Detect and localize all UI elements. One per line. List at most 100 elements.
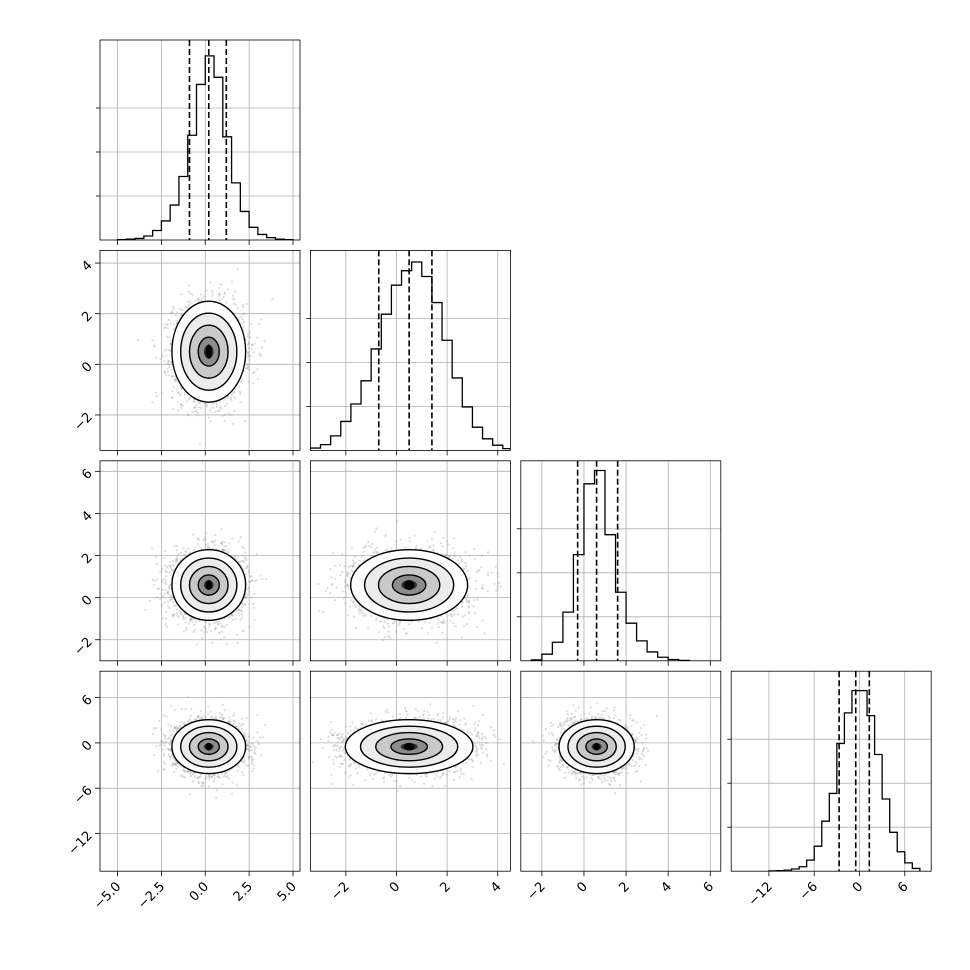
scatter-point xyxy=(175,559,178,562)
scatter-point xyxy=(193,400,196,403)
scatter-point xyxy=(221,624,224,628)
scatter-point xyxy=(160,392,163,395)
scatter-point xyxy=(171,600,174,604)
scatter-point xyxy=(181,547,185,550)
scatter-point xyxy=(165,348,168,351)
scatter-point xyxy=(169,598,173,601)
y-tick-label: −2 xyxy=(71,410,95,434)
scatter-point xyxy=(186,413,190,416)
scatter-point xyxy=(170,360,173,364)
scatter-point xyxy=(163,549,167,553)
scatter-point xyxy=(172,385,176,389)
scatter-point xyxy=(152,583,156,586)
scatter-point xyxy=(164,623,167,626)
contour-line xyxy=(171,300,247,403)
scatter-point xyxy=(211,290,214,293)
scatter-point xyxy=(159,357,162,360)
scatter-point xyxy=(240,377,244,380)
scatter-point xyxy=(174,375,177,378)
scatter-point xyxy=(218,294,221,297)
scatter-point xyxy=(162,595,165,598)
scatter-point xyxy=(171,407,175,411)
scatter-point xyxy=(215,403,218,406)
scatter-point xyxy=(155,562,158,566)
scatter-point xyxy=(171,311,174,315)
scatter-point xyxy=(214,533,217,537)
scatter-point xyxy=(171,597,174,600)
scatter-point xyxy=(178,307,181,311)
scatter-point xyxy=(180,403,183,406)
scatter-point xyxy=(185,551,188,554)
scatter-point xyxy=(181,404,184,407)
scatter-point xyxy=(236,316,240,319)
scatter-point xyxy=(153,579,156,582)
scatter-point xyxy=(169,565,172,568)
scatter-point xyxy=(236,268,239,271)
scatter-point xyxy=(168,571,171,574)
scatter-point xyxy=(191,293,194,296)
scatter-point xyxy=(179,393,182,396)
scatter-point xyxy=(242,305,245,308)
scatter-point xyxy=(204,628,207,631)
scatter-point xyxy=(208,622,211,626)
scatter-point xyxy=(231,613,234,616)
y-tick-label: 4 xyxy=(79,258,95,274)
scatter-point xyxy=(223,545,226,548)
scatter-point xyxy=(243,603,246,607)
scatter-point xyxy=(156,578,159,581)
scatter-point xyxy=(251,344,254,347)
scatter-point xyxy=(209,420,212,423)
scatter-point xyxy=(219,541,223,544)
scatter-point xyxy=(167,349,171,352)
scatter-point xyxy=(210,294,213,298)
scatter-point xyxy=(232,395,236,398)
histogram-panel-0 xyxy=(96,39,301,245)
scatter-point xyxy=(163,360,166,363)
scatter-point xyxy=(237,556,240,559)
scatter-point xyxy=(218,293,221,296)
scatter-point xyxy=(185,628,188,631)
scatter-point xyxy=(244,596,248,599)
scatter-point xyxy=(250,579,254,583)
panel-frame xyxy=(99,39,301,241)
scatter-point xyxy=(194,406,197,409)
scatter-point xyxy=(242,321,246,324)
scatter-point xyxy=(226,288,229,291)
scatter-point xyxy=(247,569,251,572)
scatter-point xyxy=(197,298,200,301)
scatter-point xyxy=(177,391,180,395)
scatter-point xyxy=(225,643,228,646)
scatter-point xyxy=(256,336,259,339)
scatter-point xyxy=(168,606,171,610)
scatter-point xyxy=(207,416,210,419)
scatter-point xyxy=(184,550,187,553)
scatter-point xyxy=(240,610,244,613)
scatter-point xyxy=(225,301,228,304)
scatter-point xyxy=(258,322,261,325)
scatter-point xyxy=(175,311,178,314)
scatter-point xyxy=(187,547,190,550)
scatter-point xyxy=(192,630,195,633)
scatter-point xyxy=(249,355,252,358)
scatter-point xyxy=(208,625,211,628)
scatter-point xyxy=(203,631,206,634)
scatter-point xyxy=(210,629,213,632)
scatter-point xyxy=(243,312,246,315)
scatter-point xyxy=(236,307,239,310)
scatter-point xyxy=(170,310,174,313)
scatter-point xyxy=(223,292,226,295)
scatter-point xyxy=(222,295,225,299)
scatter-point xyxy=(244,557,247,560)
scatter-point xyxy=(220,528,223,531)
scatter-point xyxy=(180,611,184,614)
scatter-point xyxy=(204,627,207,630)
scatter-point xyxy=(250,596,253,599)
scatter-point xyxy=(247,366,250,369)
scatter-point xyxy=(240,560,244,563)
scatter-point xyxy=(168,598,172,601)
scatter-point xyxy=(211,641,214,644)
scatter-point xyxy=(252,606,255,609)
scatter-point xyxy=(181,451,183,453)
scatter-point xyxy=(217,622,220,625)
